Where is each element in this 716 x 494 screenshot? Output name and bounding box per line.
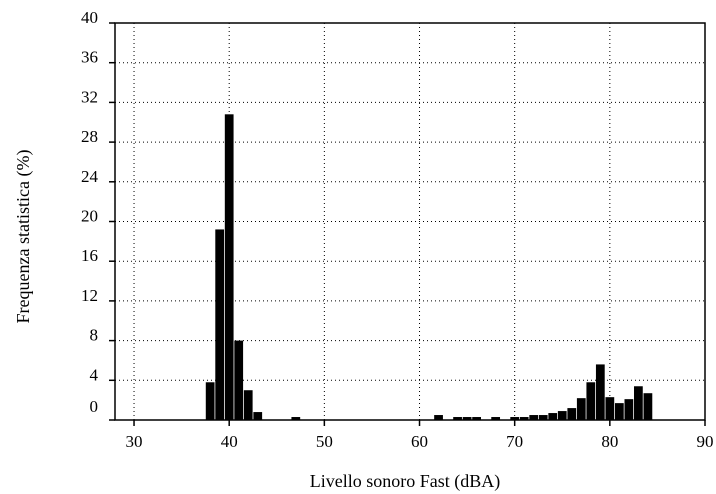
- bar: [243, 390, 253, 420]
- bar: [434, 415, 443, 420]
- x-tick-label: 70: [506, 432, 523, 451]
- x-tick-label: 40: [221, 432, 238, 451]
- axis-ticks: [109, 22, 706, 426]
- y-tick-label: 8: [90, 326, 99, 345]
- bar: [567, 408, 577, 420]
- y-tick-label: 32: [81, 87, 98, 106]
- bar: [519, 417, 529, 420]
- bar: [510, 417, 520, 420]
- bar: [215, 229, 225, 420]
- bars: [205, 114, 653, 420]
- bar: [205, 382, 215, 420]
- x-tick-label: 30: [126, 432, 143, 451]
- y-tick-label: 16: [81, 246, 98, 265]
- bar: [538, 415, 548, 420]
- bar: [634, 386, 643, 420]
- bar: [224, 114, 234, 420]
- bar: [605, 397, 615, 420]
- x-tick-labels: 30 40 50 60 70 80 90: [126, 432, 714, 451]
- y-tick-labels: 0 4 8 12 16 20 24 28 32 36 40: [81, 8, 99, 416]
- bar: [529, 415, 539, 420]
- y-tick-label: 12: [81, 286, 98, 305]
- bar: [576, 398, 586, 420]
- y-tick-label: 24: [81, 167, 99, 186]
- bar: [586, 382, 596, 420]
- grid-lines: [115, 23, 705, 420]
- y-tick-label: 0: [90, 397, 99, 416]
- bar: [472, 417, 481, 420]
- y-tick-label: 28: [81, 127, 98, 146]
- bar: [491, 417, 501, 420]
- bar: [291, 417, 301, 420]
- y-tick-label: 36: [81, 48, 98, 67]
- y-tick-label: 4: [90, 365, 99, 384]
- bar: [453, 417, 462, 420]
- x-tick-label: 60: [411, 432, 428, 451]
- bar: [614, 403, 624, 420]
- bar: [643, 393, 653, 420]
- x-axis-label: Livello sonoro Fast (dBA): [310, 471, 501, 492]
- y-tick-label: 20: [81, 207, 98, 226]
- x-tick-label: 90: [697, 432, 714, 451]
- bar: [253, 412, 263, 420]
- bar: [557, 411, 567, 420]
- y-tick-label: 40: [81, 8, 98, 27]
- bar: [234, 340, 244, 420]
- x-tick-label: 80: [601, 432, 618, 451]
- bar: [548, 413, 558, 420]
- bar: [624, 399, 634, 420]
- bar: [595, 364, 605, 420]
- bar: [462, 417, 472, 420]
- y-axis-label: Frequenza statistica (%): [13, 150, 34, 324]
- x-tick-label: 50: [316, 432, 333, 451]
